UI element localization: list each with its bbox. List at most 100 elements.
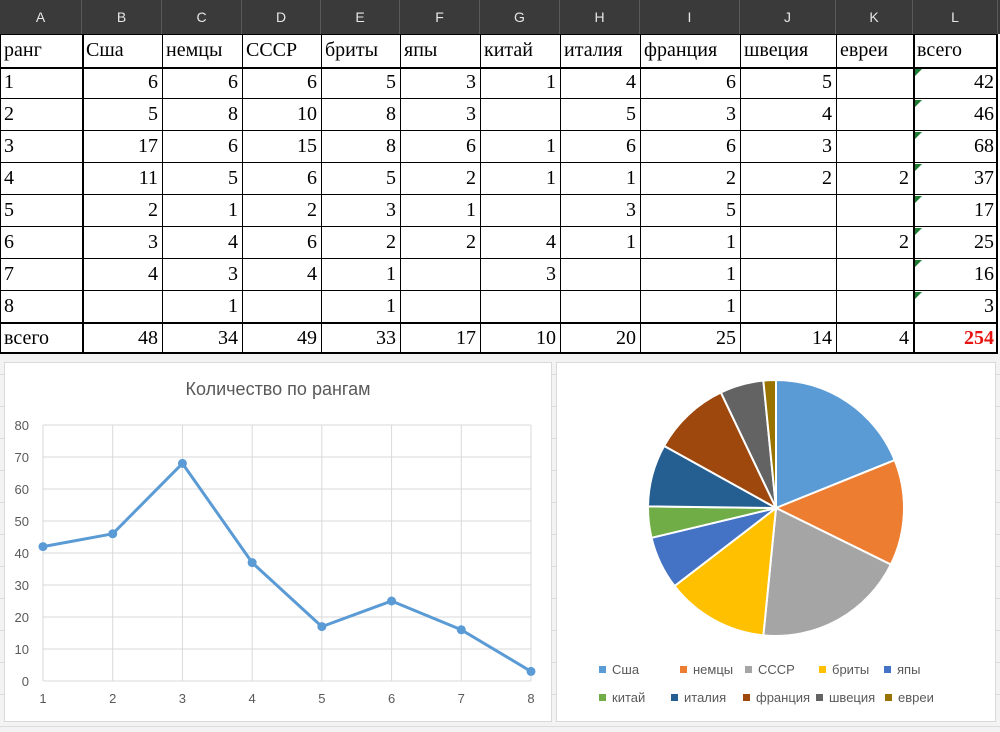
table-cell[interactable]: 1 (228, 199, 238, 221)
table-cell[interactable] (740, 194, 836, 226)
table-cell[interactable] (82, 290, 162, 322)
table-cell[interactable] (480, 290, 560, 322)
table-cell[interactable] (836, 258, 913, 290)
column-header-d[interactable]: D (242, 0, 321, 34)
formula-warning-marker[interactable] (915, 292, 922, 299)
formula-warning-marker[interactable] (915, 228, 922, 235)
table-cell[interactable]: 2 (307, 199, 317, 221)
total-cell[interactable]: 49 (297, 327, 317, 349)
header-cell[interactable]: швеция (744, 39, 809, 61)
table-cell[interactable]: 6 (148, 71, 158, 93)
table-cell[interactable] (480, 194, 560, 226)
table-cell[interactable]: 8 (386, 135, 396, 157)
table-cell[interactable] (836, 194, 913, 226)
total-cell[interactable]: 10 (536, 327, 556, 349)
table-cell[interactable]: 1 (466, 199, 476, 221)
column-header-f[interactable]: F (400, 0, 480, 34)
header-cell[interactable]: франция (644, 39, 718, 61)
column-header-e[interactable]: E (321, 0, 400, 34)
formula-warning-marker[interactable] (915, 196, 922, 203)
table-cell[interactable]: 1 (4, 71, 14, 93)
table-cell[interactable]: 6 (726, 135, 736, 157)
formula-warning-marker[interactable] (915, 100, 922, 107)
table-cell[interactable]: 6 (726, 71, 736, 93)
table-cell[interactable]: 6 (228, 71, 238, 93)
table-cell[interactable]: 3 (148, 231, 158, 253)
table-cell[interactable]: 2 (466, 231, 476, 253)
table-cell[interactable]: 8 (386, 103, 396, 125)
table-cell[interactable]: 1 (726, 295, 736, 317)
table-cell[interactable]: 5 (726, 199, 736, 221)
table-cell[interactable]: 6 (307, 167, 317, 189)
table-cell[interactable]: 2 (899, 231, 909, 253)
header-cell[interactable]: СССР (246, 39, 298, 61)
table-cell[interactable]: 1 (626, 231, 636, 253)
table-cell[interactable]: 3 (822, 135, 832, 157)
table-cell[interactable] (400, 290, 480, 322)
table-cell[interactable] (400, 258, 480, 290)
table-cell[interactable]: 37 (974, 167, 994, 189)
formula-warning-marker[interactable] (915, 69, 922, 76)
column-header-k[interactable]: K (836, 0, 913, 34)
table-cell[interactable]: 3 (626, 199, 636, 221)
table-cell[interactable]: 4 (148, 263, 158, 285)
table-cell[interactable]: 6 (466, 135, 476, 157)
table-cell[interactable]: 5 (626, 103, 636, 125)
table-cell[interactable]: 3 (726, 103, 736, 125)
column-header-c[interactable]: C (162, 0, 242, 34)
header-cell[interactable]: немцы (166, 39, 223, 61)
table-cell[interactable]: 17 (138, 135, 158, 157)
table-cell[interactable]: 1 (726, 263, 736, 285)
total-cell[interactable]: 48 (138, 327, 158, 349)
column-header-l[interactable]: L (913, 0, 998, 34)
total-cell[interactable]: всего (4, 327, 50, 349)
column-header-a[interactable]: A (0, 0, 82, 34)
line-chart-panel[interactable]: Количество по рангам 0 10 20 30 40 50 60 70 80 1 2 3… (4, 362, 552, 722)
header-cell[interactable]: италия (564, 39, 623, 61)
total-cell[interactable]: 25 (716, 327, 736, 349)
table-cell[interactable]: 5 (822, 71, 832, 93)
table-cell[interactable]: 2 (726, 167, 736, 189)
table-cell[interactable]: 4 (4, 167, 14, 189)
table-cell[interactable]: 5 (386, 71, 396, 93)
header-cell[interactable]: всего (917, 39, 963, 61)
table-cell[interactable]: 1 (546, 167, 556, 189)
total-cell[interactable]: 17 (456, 327, 476, 349)
table-cell[interactable]: 6 (4, 231, 14, 253)
table-cell[interactable]: 42 (974, 71, 994, 93)
total-cell[interactable]: 34 (218, 327, 238, 349)
table-cell[interactable]: 3 (466, 103, 476, 125)
table-cell[interactable]: 3 (546, 263, 556, 285)
table-cell[interactable] (836, 290, 913, 322)
table-cell[interactable] (560, 258, 640, 290)
table-cell[interactable]: 6 (228, 135, 238, 157)
formula-warning-marker[interactable] (915, 164, 922, 171)
table-cell[interactable]: 8 (228, 103, 238, 125)
table-cell[interactable]: 2 (899, 167, 909, 189)
table-cell[interactable]: 3 (4, 135, 14, 157)
table-cell[interactable]: 4 (626, 71, 636, 93)
table-cell[interactable]: 1 (228, 295, 238, 317)
table-cell[interactable]: 6 (307, 231, 317, 253)
column-header-h[interactable]: H (560, 0, 640, 34)
header-cell[interactable]: ранг (4, 39, 42, 61)
column-header-g[interactable]: G (480, 0, 560, 34)
table-cell[interactable]: 10 (297, 103, 317, 125)
total-cell[interactable]: 4 (899, 327, 909, 349)
table-cell[interactable]: 2 (4, 103, 14, 125)
table-cell[interactable]: 2 (386, 231, 396, 253)
pie-chart-panel[interactable]: Сша немцы СССР бриты япы китай италия франция шв… (556, 362, 996, 722)
table-cell[interactable]: 2 (822, 167, 832, 189)
table-cell[interactable]: 4 (822, 103, 832, 125)
table-cell[interactable] (740, 226, 836, 258)
header-cell[interactable]: китай (484, 39, 533, 61)
header-cell[interactable]: бриты (325, 39, 379, 61)
table-cell[interactable]: 5 (386, 167, 396, 189)
table-cell[interactable]: 4 (546, 231, 556, 253)
table-cell[interactable] (836, 67, 913, 98)
table-cell[interactable]: 1 (726, 231, 736, 253)
table-cell[interactable]: 1 (386, 263, 396, 285)
table-cell[interactable]: 2 (466, 167, 476, 189)
table-cell[interactable]: 3 (984, 295, 994, 317)
table-cell[interactable]: 3 (466, 71, 476, 93)
